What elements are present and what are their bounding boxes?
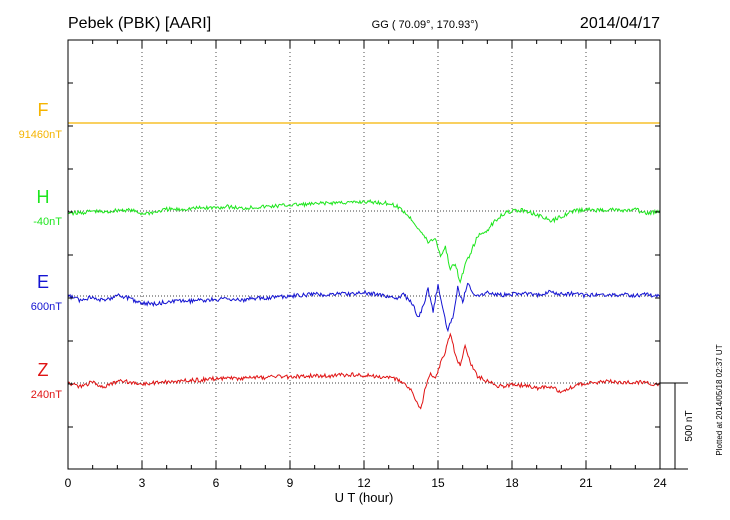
grid-lines xyxy=(68,40,660,469)
x-axis-label: U T (hour) xyxy=(335,490,394,505)
x-tick-label: 9 xyxy=(287,476,294,490)
x-tick-label: 3 xyxy=(139,476,146,490)
data-series xyxy=(67,122,661,410)
x-tick-label: 0 xyxy=(65,476,72,490)
series-baseline-e: 600nT xyxy=(31,301,62,313)
series-baseline-f: 91460nT xyxy=(19,129,63,141)
series-labels: F 91460nT H -40nT E 600nT Z 240nT xyxy=(19,100,63,401)
date-label: 2014/04/17 xyxy=(580,15,660,32)
x-tick-label: 15 xyxy=(431,476,445,490)
series-baseline-h: -40nT xyxy=(33,216,62,228)
x-tick-label: 12 xyxy=(357,476,371,490)
series-name-e: E xyxy=(37,272,49,292)
series-name-f: F xyxy=(38,100,49,120)
series-line-h xyxy=(67,199,661,284)
series-name-h: H xyxy=(37,187,50,207)
scale-bar-label: 500 nT xyxy=(684,410,695,441)
plotted-at-note: Plotted at 2014/05/18 02:37 UT xyxy=(715,344,724,455)
x-axis-ticks: 0 3 6 9 12 15 18 21 24 xyxy=(65,40,667,490)
x-tick-label: 6 xyxy=(213,476,220,490)
x-tick-label: 24 xyxy=(653,476,667,490)
coordinates-label: GG ( 70.09°, 170.93°) xyxy=(372,19,479,31)
series-name-z: Z xyxy=(38,360,49,380)
x-tick-label: 21 xyxy=(579,476,593,490)
series-line-z xyxy=(68,332,661,410)
x-tick-label: 18 xyxy=(505,476,519,490)
series-line-e xyxy=(67,282,661,333)
station-title: Pebek (PBK) [AARI] xyxy=(68,15,211,32)
series-baseline-z: 240nT xyxy=(31,389,62,401)
scale-bar: 500 nT xyxy=(660,382,695,470)
plot-frame xyxy=(67,39,661,470)
